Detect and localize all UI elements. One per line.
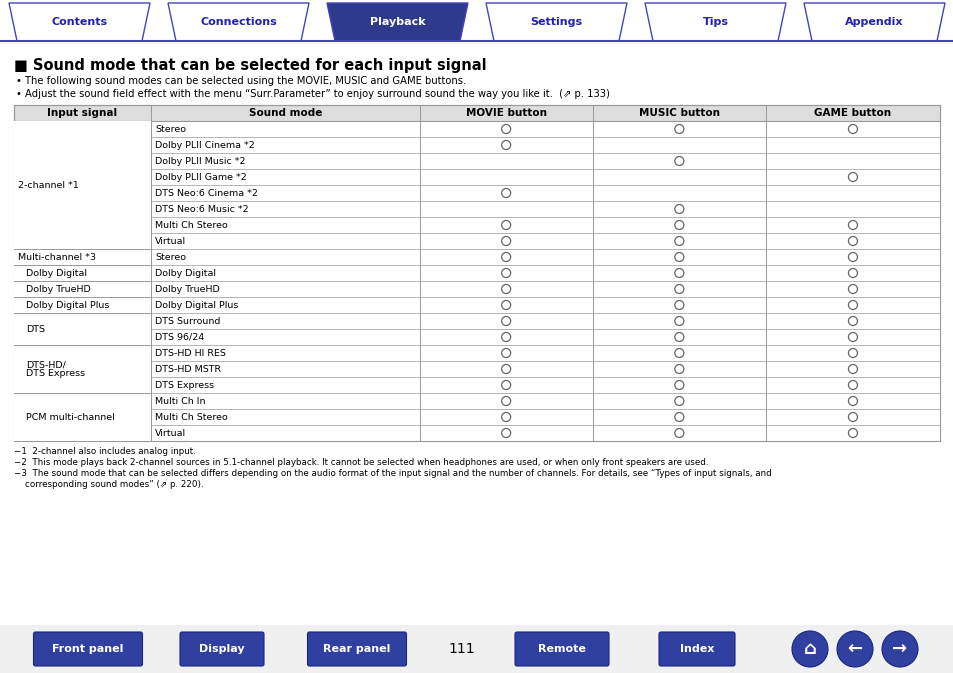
Polygon shape bbox=[168, 3, 309, 41]
Text: 2-channel *1: 2-channel *1 bbox=[18, 180, 79, 190]
Text: Dolby Digital Plus: Dolby Digital Plus bbox=[155, 301, 238, 310]
Circle shape bbox=[791, 631, 827, 667]
Text: PCM multi-channel: PCM multi-channel bbox=[26, 413, 114, 421]
Text: MOVIE button: MOVIE button bbox=[465, 108, 546, 118]
Text: Index: Index bbox=[679, 644, 714, 654]
Text: ⌂: ⌂ bbox=[802, 640, 816, 658]
Polygon shape bbox=[327, 3, 468, 41]
Text: Sound mode: Sound mode bbox=[249, 108, 322, 118]
Circle shape bbox=[882, 631, 917, 667]
Text: Multi-channel *3: Multi-channel *3 bbox=[18, 252, 96, 262]
Text: Dolby Digital Plus: Dolby Digital Plus bbox=[26, 301, 110, 310]
Text: Multi Ch Stereo: Multi Ch Stereo bbox=[155, 221, 228, 229]
Text: Multi Ch In: Multi Ch In bbox=[155, 396, 205, 406]
Bar bbox=[14, 281, 151, 297]
Text: Dolby Digital: Dolby Digital bbox=[26, 269, 87, 277]
FancyBboxPatch shape bbox=[33, 632, 142, 666]
FancyBboxPatch shape bbox=[515, 632, 608, 666]
Text: Dolby TrueHD: Dolby TrueHD bbox=[155, 285, 219, 293]
FancyBboxPatch shape bbox=[307, 632, 406, 666]
Text: DTS Express: DTS Express bbox=[155, 380, 213, 390]
Text: • The following sound modes can be selected using the MOVIE, MUSIC and GAME butt: • The following sound modes can be selec… bbox=[16, 76, 466, 86]
Text: −1  2-channel also includes analog input.: −1 2-channel also includes analog input. bbox=[14, 447, 195, 456]
Bar bbox=[14, 121, 151, 248]
Text: Stereo: Stereo bbox=[155, 125, 186, 133]
Bar bbox=[14, 345, 151, 392]
Bar bbox=[14, 297, 151, 312]
Text: DTS Neo:6 Cinema *2: DTS Neo:6 Cinema *2 bbox=[155, 188, 257, 197]
Text: Front panel: Front panel bbox=[52, 644, 124, 654]
Text: Dolby TrueHD: Dolby TrueHD bbox=[26, 285, 91, 293]
Text: Virtual: Virtual bbox=[155, 429, 186, 437]
Bar bbox=[14, 250, 151, 264]
Bar bbox=[14, 314, 151, 345]
Text: DTS-HD/: DTS-HD/ bbox=[26, 360, 66, 369]
Circle shape bbox=[836, 631, 872, 667]
Text: ←: ← bbox=[846, 640, 862, 658]
Bar bbox=[14, 105, 939, 121]
Text: Input signal: Input signal bbox=[48, 108, 117, 118]
Text: →: → bbox=[891, 640, 906, 658]
Text: −3  The sound mode that can be selected differs depending on the audio format of: −3 The sound mode that can be selected d… bbox=[14, 469, 771, 478]
Polygon shape bbox=[485, 3, 626, 41]
Text: MUSIC button: MUSIC button bbox=[639, 108, 720, 118]
Text: Contents: Contents bbox=[51, 17, 108, 27]
Text: Rear panel: Rear panel bbox=[323, 644, 391, 654]
Text: Display: Display bbox=[199, 644, 245, 654]
Text: corresponding sound modes” (⇗ p. 220).: corresponding sound modes” (⇗ p. 220). bbox=[14, 480, 203, 489]
Text: DTS Surround: DTS Surround bbox=[155, 316, 220, 326]
Bar bbox=[0, 625, 953, 673]
Text: DTS-HD HI RES: DTS-HD HI RES bbox=[155, 349, 226, 357]
FancyBboxPatch shape bbox=[659, 632, 734, 666]
Text: Dolby PLII Cinema *2: Dolby PLII Cinema *2 bbox=[155, 141, 254, 149]
Text: Settings: Settings bbox=[530, 17, 582, 27]
Text: DTS-HD MSTR: DTS-HD MSTR bbox=[155, 365, 221, 374]
Text: DTS Neo:6 Music *2: DTS Neo:6 Music *2 bbox=[155, 205, 249, 213]
Text: Dolby Digital: Dolby Digital bbox=[155, 269, 215, 277]
FancyBboxPatch shape bbox=[180, 632, 264, 666]
Text: 111: 111 bbox=[448, 642, 475, 656]
Text: Virtual: Virtual bbox=[155, 236, 186, 246]
Bar bbox=[14, 265, 151, 281]
Text: • Adjust the sound field effect with the menu “Surr.Parameter” to enjoy surround: • Adjust the sound field effect with the… bbox=[16, 89, 609, 99]
Text: Dolby PLII Music *2: Dolby PLII Music *2 bbox=[155, 157, 245, 166]
Text: GAME button: GAME button bbox=[814, 108, 891, 118]
Polygon shape bbox=[644, 3, 785, 41]
Text: Stereo: Stereo bbox=[155, 252, 186, 262]
Polygon shape bbox=[9, 3, 150, 41]
Polygon shape bbox=[803, 3, 944, 41]
Text: Dolby PLII Game *2: Dolby PLII Game *2 bbox=[155, 172, 247, 182]
Text: −2  This mode plays back 2-channel sources in 5.1-channel playback. It cannot be: −2 This mode plays back 2-channel source… bbox=[14, 458, 708, 467]
Text: DTS Express: DTS Express bbox=[26, 369, 85, 378]
Text: Remote: Remote bbox=[537, 644, 585, 654]
Text: Connections: Connections bbox=[200, 17, 276, 27]
Text: DTS 96/24: DTS 96/24 bbox=[155, 332, 204, 341]
Bar bbox=[14, 394, 151, 441]
Text: ■ Sound mode that can be selected for each input signal: ■ Sound mode that can be selected for ea… bbox=[14, 58, 486, 73]
Text: Appendix: Appendix bbox=[844, 17, 902, 27]
Text: Tips: Tips bbox=[701, 17, 728, 27]
Text: Multi Ch Stereo: Multi Ch Stereo bbox=[155, 413, 228, 421]
Text: DTS: DTS bbox=[26, 324, 45, 334]
Text: Playback: Playback bbox=[370, 17, 425, 27]
